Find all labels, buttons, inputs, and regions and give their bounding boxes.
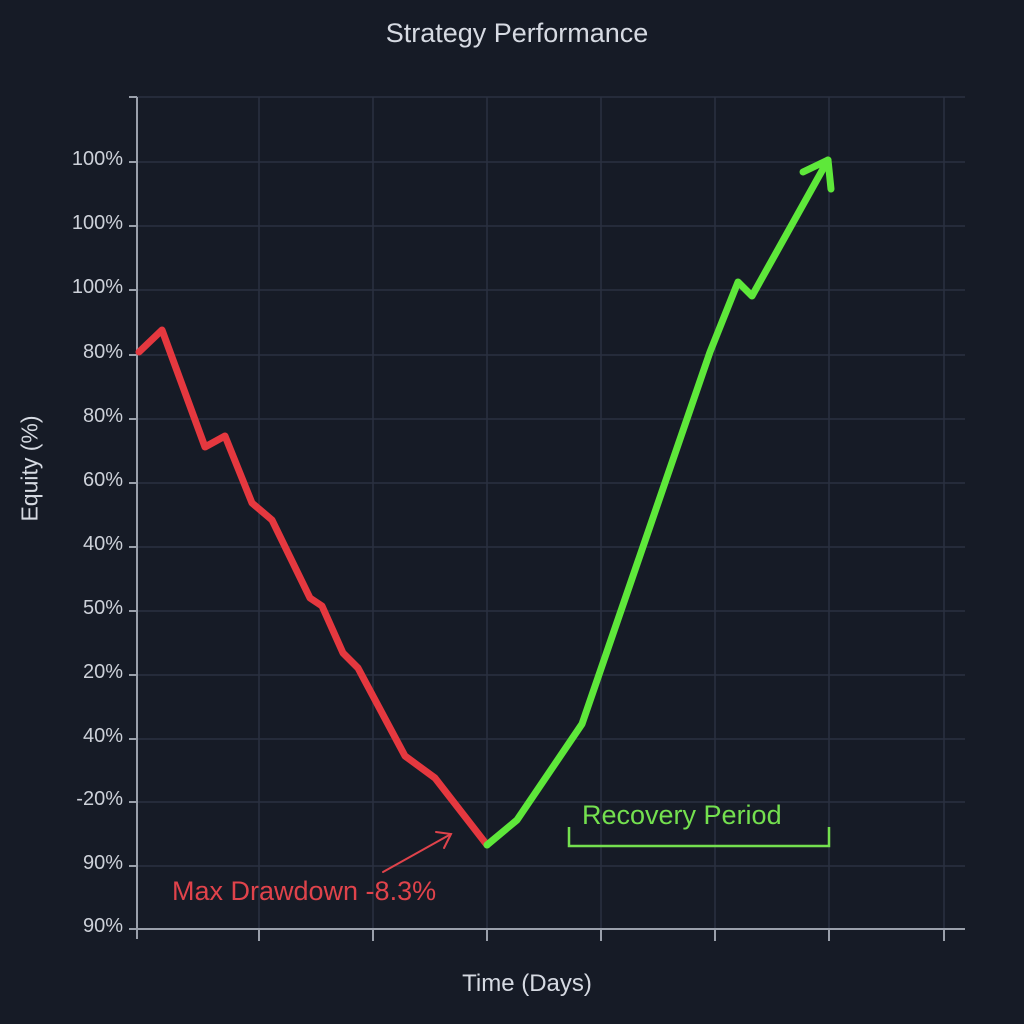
y-tick-label: 100% (71, 212, 123, 234)
x-axis-label: Time (Days) (462, 970, 592, 997)
max-drawdown-annotation: Max Drawdown -8.3% (172, 876, 437, 906)
axes (129, 96, 965, 941)
chart-title: Strategy Performance (385, 18, 649, 48)
y-tick-label: 90% (82, 915, 123, 937)
y-tick-label: 50% (82, 597, 123, 619)
drawdown-arrow-icon (382, 831, 453, 873)
recovery-line (483, 156, 832, 849)
y-tick-label: 20% (82, 661, 123, 683)
grid (137, 96, 965, 929)
y-tick-label: 80% (82, 341, 123, 363)
y-tick-label: 100% (71, 148, 123, 170)
recovery-bracket (567, 827, 831, 848)
recovery-period-annotation: Recovery Period (582, 800, 782, 830)
y-tick-label: 40% (82, 725, 123, 747)
y-tick-label: 100% (71, 276, 123, 298)
arrowhead-icon (799, 156, 835, 193)
y-tick-label: 60% (82, 469, 123, 491)
y-tick-label: 80% (82, 405, 123, 427)
y-tick-label: 40% (82, 533, 123, 555)
y-tick-label: -20% (76, 788, 123, 810)
drawdown-line (135, 326, 491, 849)
y-tick-label: 90% (82, 852, 123, 874)
